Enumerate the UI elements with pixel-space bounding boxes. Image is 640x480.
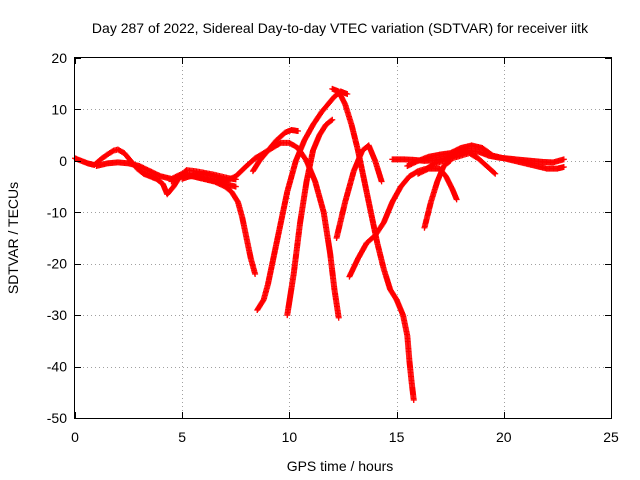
plot-frame xyxy=(74,57,612,419)
x-axis-label: GPS time / hours xyxy=(287,458,394,474)
y-tick-label: -50 xyxy=(47,410,67,426)
series-arc-6 xyxy=(254,88,351,313)
y-tick-label: -40 xyxy=(47,359,67,375)
data-points xyxy=(72,85,567,403)
series-markers xyxy=(389,147,567,166)
series-markers xyxy=(284,116,336,319)
series-markers xyxy=(393,296,417,403)
series-arc-3 xyxy=(168,173,259,277)
series-markers xyxy=(168,173,259,277)
series-markers xyxy=(415,165,460,203)
series-arc-14 xyxy=(415,165,460,203)
x-tick-label: 25 xyxy=(603,429,619,445)
x-tick-label: 20 xyxy=(496,429,512,445)
y-tick-label: -20 xyxy=(47,256,67,272)
series-markers xyxy=(254,88,351,313)
axis-ticks: 0 5 10 15 20 25 20 10 0 -10 -20 -30 -40 -50 xyxy=(47,50,619,445)
y-tick-label: -30 xyxy=(47,307,67,323)
x-tick-label: 10 xyxy=(282,429,298,445)
chart-title: Day 287 of 2022, Sidereal Day-to-day VTE… xyxy=(92,20,589,36)
series-markers xyxy=(249,127,301,175)
series-markers xyxy=(333,142,385,241)
series-arc-9 xyxy=(393,296,417,403)
x-tick-label: 0 xyxy=(71,429,79,445)
series-markers xyxy=(329,85,400,303)
series-arc-5 xyxy=(249,127,301,175)
grid xyxy=(75,58,611,418)
series-arc-15 xyxy=(389,147,567,166)
y-tick-label: 0 xyxy=(59,153,67,169)
y-axis-label: SDTVAR / TECUs xyxy=(5,182,21,294)
series-arc-4 xyxy=(179,139,342,321)
series-arc-7 xyxy=(284,116,336,319)
x-tick-label: 15 xyxy=(389,429,405,445)
y-tick-label: 10 xyxy=(51,101,67,117)
series-arc-8 xyxy=(329,85,400,303)
x-tick-label: 5 xyxy=(178,429,186,445)
y-tick-label: -10 xyxy=(47,204,67,220)
series-markers xyxy=(179,139,342,321)
series-arc-10 xyxy=(333,142,385,241)
y-tick-label: 20 xyxy=(51,50,67,66)
